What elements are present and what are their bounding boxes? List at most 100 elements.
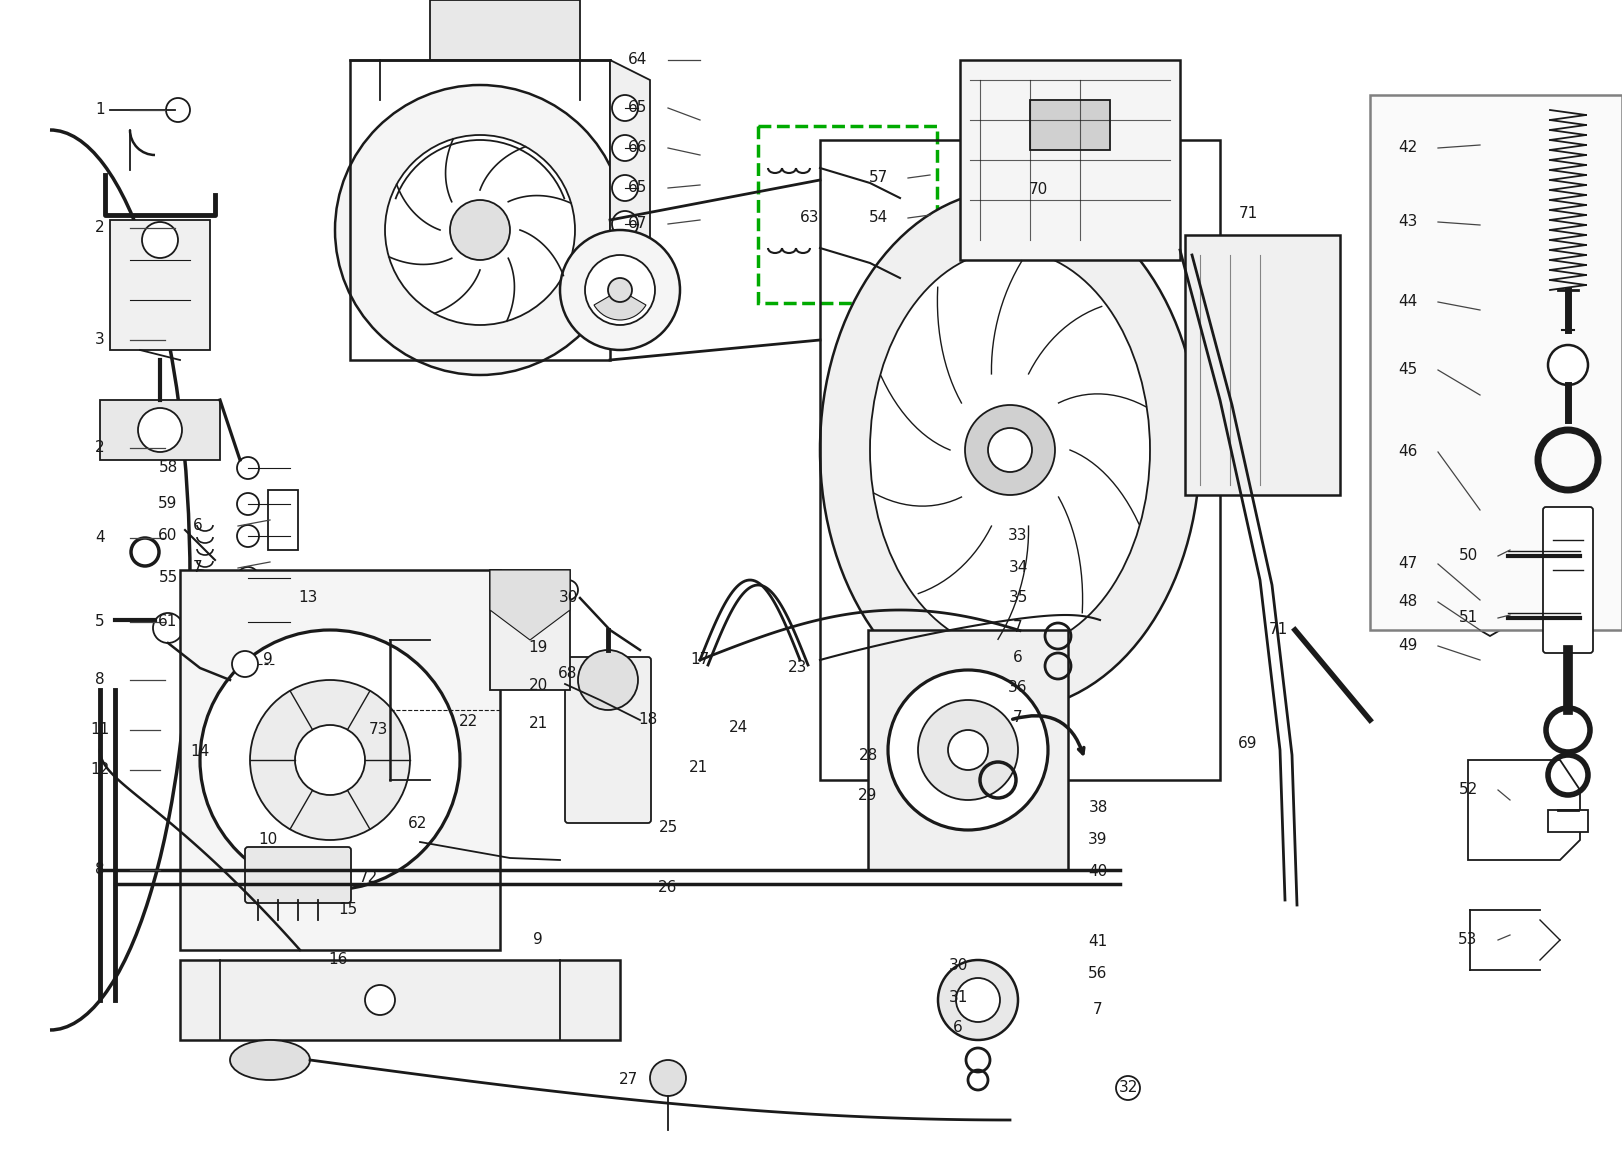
Text: 48: 48 — [1398, 594, 1418, 609]
Circle shape — [237, 525, 260, 547]
Polygon shape — [430, 0, 581, 60]
FancyBboxPatch shape — [960, 60, 1179, 260]
Text: 7: 7 — [1093, 1002, 1103, 1018]
Text: 51: 51 — [1458, 610, 1478, 626]
Wedge shape — [594, 291, 646, 320]
Text: 1: 1 — [96, 103, 105, 118]
Text: 6: 6 — [1014, 650, 1023, 665]
Circle shape — [237, 492, 260, 515]
Text: 2: 2 — [96, 440, 105, 455]
Circle shape — [918, 700, 1019, 801]
Text: 42: 42 — [1398, 140, 1418, 155]
Text: 13: 13 — [298, 591, 318, 606]
Text: 69: 69 — [1238, 736, 1257, 752]
Text: 3: 3 — [96, 333, 105, 348]
Text: 49: 49 — [1398, 638, 1418, 654]
Text: 24: 24 — [728, 720, 748, 735]
Circle shape — [204, 591, 225, 610]
Text: 67: 67 — [628, 217, 647, 231]
Text: 39: 39 — [1088, 832, 1108, 847]
Circle shape — [384, 135, 576, 324]
Circle shape — [295, 725, 365, 795]
Text: 38: 38 — [1088, 801, 1108, 816]
Circle shape — [611, 211, 637, 237]
Text: 54: 54 — [868, 210, 887, 225]
Text: 47: 47 — [1398, 557, 1418, 572]
Circle shape — [237, 567, 260, 589]
Circle shape — [608, 278, 633, 302]
FancyBboxPatch shape — [268, 490, 298, 550]
Text: 7: 7 — [193, 560, 203, 575]
Circle shape — [955, 978, 1001, 1022]
FancyBboxPatch shape — [490, 569, 569, 690]
Text: 25: 25 — [659, 820, 678, 836]
Circle shape — [586, 256, 655, 324]
Circle shape — [558, 580, 577, 600]
Text: 31: 31 — [949, 991, 968, 1006]
Text: 6: 6 — [954, 1020, 963, 1035]
Text: 21: 21 — [529, 717, 548, 732]
Polygon shape — [610, 60, 650, 320]
Text: 5: 5 — [96, 615, 105, 629]
Text: 9: 9 — [263, 652, 272, 668]
Text: 15: 15 — [339, 902, 357, 917]
FancyBboxPatch shape — [110, 221, 209, 350]
FancyBboxPatch shape — [180, 569, 500, 950]
FancyBboxPatch shape — [245, 847, 350, 903]
Text: 9: 9 — [534, 932, 543, 948]
Text: 30: 30 — [558, 591, 577, 606]
Circle shape — [577, 650, 637, 710]
Text: 21: 21 — [688, 761, 707, 776]
Circle shape — [365, 985, 396, 1015]
Text: 34: 34 — [1009, 560, 1028, 575]
Circle shape — [165, 98, 190, 123]
Circle shape — [143, 222, 178, 258]
Circle shape — [965, 405, 1054, 495]
Text: 12: 12 — [91, 762, 110, 777]
Text: 36: 36 — [1009, 680, 1028, 696]
Circle shape — [1116, 1076, 1140, 1100]
Text: 66: 66 — [628, 140, 647, 155]
Text: 22: 22 — [459, 714, 477, 729]
Text: 17: 17 — [691, 652, 710, 668]
Text: 68: 68 — [558, 666, 577, 682]
Circle shape — [947, 731, 988, 770]
Text: 14: 14 — [190, 745, 209, 760]
FancyBboxPatch shape — [1547, 810, 1588, 832]
Circle shape — [188, 569, 212, 594]
Text: 20: 20 — [529, 678, 548, 693]
Text: 57: 57 — [868, 170, 887, 186]
FancyBboxPatch shape — [180, 960, 620, 1040]
Text: 29: 29 — [858, 789, 878, 804]
Circle shape — [200, 630, 461, 890]
Text: 11: 11 — [91, 722, 110, 738]
Circle shape — [152, 613, 183, 643]
Text: 30: 30 — [949, 958, 968, 973]
Ellipse shape — [230, 1040, 310, 1079]
Circle shape — [449, 200, 509, 260]
Text: 35: 35 — [1009, 591, 1028, 606]
FancyBboxPatch shape — [1030, 100, 1109, 151]
Text: 27: 27 — [618, 1072, 637, 1088]
Circle shape — [237, 612, 260, 633]
FancyBboxPatch shape — [1543, 506, 1593, 654]
FancyBboxPatch shape — [101, 400, 221, 460]
Circle shape — [650, 1060, 686, 1096]
Text: 10: 10 — [258, 832, 277, 847]
Circle shape — [1547, 345, 1588, 385]
Text: 33: 33 — [1009, 529, 1028, 544]
Circle shape — [611, 175, 637, 201]
Text: 71: 71 — [1238, 207, 1257, 222]
Text: 60: 60 — [159, 529, 178, 544]
Circle shape — [611, 95, 637, 121]
Ellipse shape — [821, 190, 1200, 710]
Text: 23: 23 — [788, 661, 808, 676]
Ellipse shape — [869, 250, 1150, 650]
Circle shape — [409, 818, 431, 843]
Text: 16: 16 — [328, 952, 347, 967]
Circle shape — [887, 670, 1048, 830]
Circle shape — [560, 230, 680, 350]
FancyBboxPatch shape — [1186, 235, 1340, 495]
Text: 53: 53 — [1458, 932, 1478, 948]
Text: 40: 40 — [1088, 865, 1108, 880]
